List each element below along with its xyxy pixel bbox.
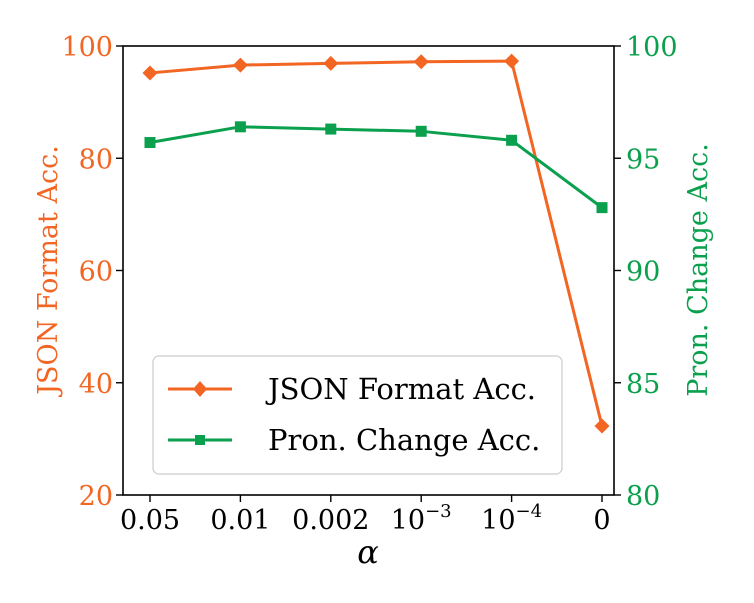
x-tick-exponent: −3 bbox=[425, 501, 452, 522]
x-tick-label: 0.002 bbox=[292, 505, 369, 536]
left-tick-label: 40 bbox=[79, 369, 113, 400]
pron-change-point bbox=[144, 137, 156, 149]
left-axis-title: JSON Format Acc. bbox=[33, 145, 64, 398]
x-tick-label: 10−4 bbox=[481, 501, 542, 536]
right-axis-ticks: 80 85 90 95 100 bbox=[614, 32, 678, 512]
x-tick-base: 10 bbox=[391, 505, 425, 536]
legend: JSON Format Acc. Pron. Change Acc. bbox=[152, 355, 563, 475]
x-tick-base: 10 bbox=[481, 505, 515, 536]
legend-label-json: JSON Format Acc. bbox=[265, 372, 536, 406]
json-format-point bbox=[413, 54, 429, 70]
x-tick-label: 0 bbox=[593, 505, 610, 536]
left-tick-label: 60 bbox=[79, 257, 113, 288]
pron-change-point bbox=[234, 121, 246, 133]
right-axis-title: Pron. Change Acc. bbox=[683, 143, 714, 397]
pron-change-point bbox=[325, 123, 337, 135]
json-format-point bbox=[594, 418, 610, 434]
series-layer bbox=[142, 53, 610, 434]
series-line-json-format bbox=[149, 59, 604, 427]
left-tick-label: 20 bbox=[79, 481, 113, 512]
legend-marker-json bbox=[193, 381, 207, 397]
x-tick-base: 0 bbox=[593, 505, 610, 536]
left-tick-label: 80 bbox=[79, 144, 113, 175]
right-tick-label: 90 bbox=[626, 257, 660, 288]
series-line-pron-change bbox=[149, 125, 603, 209]
json-format-point bbox=[323, 55, 339, 71]
x-tick-label: 10−3 bbox=[391, 501, 452, 536]
json-format-point bbox=[504, 53, 520, 69]
json-format-point bbox=[142, 65, 158, 81]
x-tick-label: 0.05 bbox=[120, 505, 180, 536]
x-tick-base: 0.05 bbox=[120, 505, 180, 536]
left-tick-label: 100 bbox=[61, 32, 113, 63]
x-axis-ticks: 0.05 0.01 0.002 10−3 10−4 0 bbox=[120, 495, 611, 536]
right-tick-label: 80 bbox=[626, 481, 660, 512]
x-tick-label: 0.01 bbox=[210, 505, 270, 536]
json-format-point bbox=[232, 57, 248, 73]
pron-change-point bbox=[415, 125, 427, 137]
pron-change-point bbox=[596, 202, 608, 214]
x-tick-exponent: −4 bbox=[516, 501, 543, 522]
right-tick-label: 95 bbox=[626, 144, 660, 175]
pron-change-point bbox=[506, 134, 518, 146]
legend-box bbox=[152, 355, 563, 475]
x-tick-base: 0.002 bbox=[292, 505, 369, 536]
x-axis-title: α bbox=[357, 533, 379, 571]
legend-marker-pron bbox=[195, 435, 205, 445]
x-tick-base: 0.01 bbox=[210, 505, 270, 536]
left-axis-ticks: 20 40 60 80 100 bbox=[61, 32, 123, 512]
right-tick-label: 100 bbox=[626, 32, 678, 63]
legend-label-pron: Pron. Change Acc. bbox=[268, 423, 540, 457]
right-tick-label: 85 bbox=[626, 369, 660, 400]
